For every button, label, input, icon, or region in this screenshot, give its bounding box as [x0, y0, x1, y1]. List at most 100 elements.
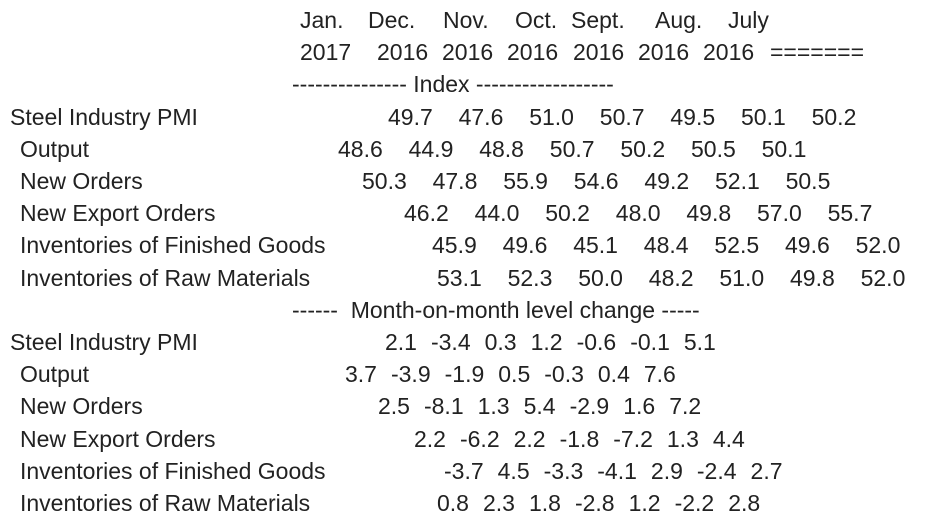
- year-header: 2016: [377, 39, 429, 66]
- change-value: 5.4: [523, 393, 556, 420]
- change-value: -0.1: [630, 329, 670, 355]
- row-label: New Export Orders: [20, 425, 216, 452]
- change-value: 2.9: [650, 457, 683, 484]
- year-header: 2017: [300, 39, 352, 66]
- index-value: 50.2: [811, 103, 857, 130]
- change-value: 4.5: [497, 457, 530, 484]
- month-header: Dec.: [368, 7, 416, 33]
- index-value: 46.2: [404, 200, 449, 227]
- index-value: 50.0: [578, 264, 623, 291]
- index-value: 49.6: [785, 232, 830, 259]
- month-header: Jan.: [300, 7, 344, 33]
- change-value: 0.5: [498, 361, 531, 388]
- row-label: Inventories of Finished Goods: [20, 232, 326, 259]
- change-value: 7.6: [643, 361, 676, 388]
- row-label: Steel Industry PMI: [10, 329, 198, 355]
- change-value: -0.6: [576, 329, 617, 355]
- change-value: 1.3: [666, 425, 699, 452]
- index-value: 50.7: [599, 103, 645, 130]
- change-value: 1.3: [477, 393, 510, 420]
- change-value: 7.2: [669, 393, 702, 420]
- change-value: 0.4: [597, 361, 630, 388]
- change-value: 2.2: [513, 425, 546, 452]
- index-value: 49.2: [644, 168, 690, 194]
- index-value: 44.0: [474, 200, 520, 227]
- month-header: Nov.: [443, 7, 489, 33]
- row-label: Steel Industry PMI: [10, 103, 198, 130]
- index-value: 45.1: [573, 232, 618, 259]
- row-label: Output: [20, 135, 90, 162]
- change-value: -2.2: [674, 490, 715, 516]
- change-value: -4.1: [597, 457, 637, 484]
- index-value: 50.5: [691, 135, 736, 162]
- change-value: -3.4: [430, 329, 471, 355]
- change-value: 2.1: [385, 329, 417, 355]
- index-value: 52.3: [507, 264, 553, 291]
- month-header: Oct.: [515, 7, 558, 33]
- year-header: 2016: [703, 39, 755, 66]
- index-value: 52.0: [855, 232, 901, 259]
- index-value: 51.0: [529, 103, 574, 130]
- row-label: New Orders: [20, 393, 143, 420]
- row-label: New Orders: [20, 168, 143, 194]
- index-value: 50.1: [741, 103, 786, 130]
- change-value: 2.2: [414, 425, 446, 452]
- change-value: -7.2: [613, 425, 653, 452]
- index-value: 47.8: [432, 168, 478, 194]
- index-value: 57.0: [757, 200, 802, 227]
- change-value: -3.3: [543, 457, 584, 484]
- index-value: 52.1: [715, 168, 760, 194]
- change-value: 0.8: [437, 490, 469, 516]
- month-header: July: [728, 7, 769, 33]
- change-value: 2.3: [482, 490, 515, 516]
- year-header: 2016: [573, 39, 625, 66]
- row-label: New Export Orders: [20, 200, 216, 227]
- index-value: 49.6: [502, 232, 548, 259]
- index-value: 50.2: [545, 200, 590, 227]
- section-heading: ------ Month-on-month level change -----: [292, 296, 700, 323]
- index-value: 50.3: [362, 168, 407, 194]
- change-value: -6.2: [459, 425, 500, 452]
- month-header: Aug.: [655, 7, 703, 33]
- change-value: 2.8: [728, 490, 761, 516]
- change-value: 5.1: [683, 329, 716, 355]
- index-value: 47.6: [458, 103, 504, 130]
- index-value: 50.5: [785, 168, 831, 194]
- section-heading: --------------- Index ------------------: [292, 71, 614, 98]
- change-value: 1.2: [628, 490, 661, 516]
- change-value: 1.2: [530, 329, 563, 355]
- month-header: Sept.: [571, 7, 625, 33]
- index-value: 50.1: [761, 135, 807, 162]
- index-value: 55.7: [827, 200, 873, 227]
- year-header: 2016: [507, 39, 559, 66]
- index-value: 48.6: [338, 135, 383, 162]
- index-value: 51.0: [719, 264, 765, 291]
- change-value: -1.8: [559, 425, 600, 452]
- change-value: -0.3: [544, 361, 584, 388]
- index-value: 52.0: [860, 264, 906, 291]
- index-value: 50.7: [549, 135, 595, 162]
- index-value: 54.6: [573, 168, 619, 194]
- index-value: 48.4: [643, 232, 689, 259]
- index-value: 55.9: [503, 168, 548, 194]
- change-value: 1.8: [528, 490, 561, 516]
- index-value: 49.8: [790, 264, 835, 291]
- index-value: 48.0: [615, 200, 661, 227]
- index-value: 50.2: [620, 135, 666, 162]
- change-value: -3.9: [390, 361, 431, 388]
- change-value: -2.8: [574, 490, 615, 516]
- change-value: -2.9: [569, 393, 610, 420]
- change-value: 3.7: [345, 361, 377, 388]
- change-value: -8.1: [423, 393, 464, 420]
- change-value: 4.4: [712, 425, 745, 452]
- index-value: 53.1: [437, 264, 482, 291]
- change-value: -2.4: [696, 457, 737, 484]
- index-value: 52.5: [714, 232, 760, 259]
- year-header: 2016: [638, 39, 690, 66]
- row-label: Inventories of Finished Goods: [20, 457, 326, 484]
- row-label: Output: [20, 361, 90, 388]
- change-value: 0.3: [484, 329, 517, 355]
- index-value: 48.2: [648, 264, 694, 291]
- change-value: -3.7: [444, 457, 484, 484]
